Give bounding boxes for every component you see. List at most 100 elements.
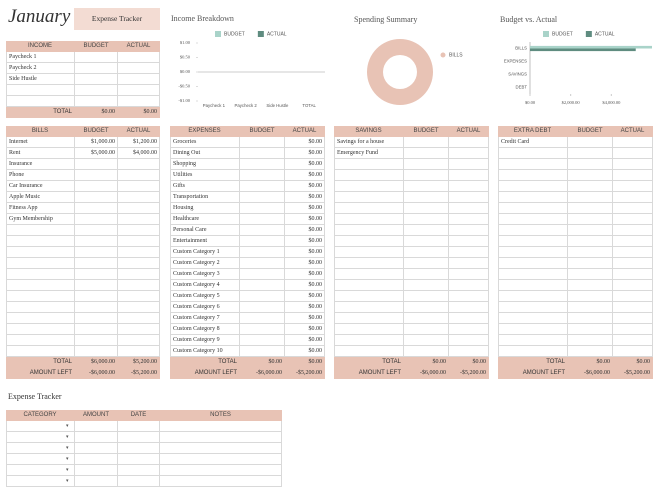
table-cell <box>498 302 568 313</box>
total-cell: TOTAL <box>6 357 75 368</box>
table-cell <box>240 181 285 192</box>
dropdown-arrow[interactable]: ▾ <box>66 446 69 451</box>
table-cell <box>613 258 653 269</box>
total-cell: $0.00 <box>118 107 160 118</box>
table-cell <box>118 269 160 280</box>
table-cell <box>334 269 404 280</box>
table-cell <box>568 258 613 269</box>
table-cell: $0.00 <box>285 159 325 170</box>
table-cell <box>334 324 404 335</box>
pie-slice <box>367 39 433 105</box>
dropdown-arrow[interactable]: ▾ <box>66 468 69 473</box>
table-cell <box>118 421 160 432</box>
table-cell: Custom Category 8 <box>170 324 240 335</box>
y-tick-label: SAVINGS <box>508 72 527 77</box>
dropdown-arrow[interactable]: ▾ <box>66 435 69 440</box>
table-cell <box>334 280 404 291</box>
table-cell <box>75 443 118 454</box>
table-cell: Paycheck 2 <box>6 63 75 74</box>
x-tick-label: Paycheck 2 <box>235 103 258 108</box>
dropdown-arrow[interactable]: ▾ <box>66 457 69 462</box>
table-cell <box>568 148 613 159</box>
table-cell <box>449 313 489 324</box>
table-cell: Apple Music <box>6 192 75 203</box>
table-cell <box>613 324 653 335</box>
table-cell <box>404 269 449 280</box>
table-cell <box>6 346 75 357</box>
table-cell: $0.00 <box>285 335 325 346</box>
table-cell <box>118 247 160 258</box>
header-cell: ACTUAL <box>285 126 325 137</box>
table-cell <box>334 313 404 324</box>
table-cell <box>404 324 449 335</box>
table-cell <box>449 269 489 280</box>
table-cell <box>6 454 75 465</box>
table-cell: Phone <box>6 170 75 181</box>
table-cell <box>613 269 653 280</box>
table-cell <box>240 291 285 302</box>
bar <box>530 48 636 52</box>
table-cell <box>568 192 613 203</box>
table-cell <box>449 324 489 335</box>
legend-label: BUDGET <box>224 31 245 37</box>
table-cell <box>613 181 653 192</box>
table-cell <box>498 280 568 291</box>
table-cell <box>334 236 404 247</box>
table-cell <box>449 280 489 291</box>
table-cell <box>240 324 285 335</box>
table-cell <box>449 236 489 247</box>
table-cell <box>118 85 160 96</box>
table-cell <box>404 346 449 357</box>
table-cell <box>404 148 449 159</box>
table-cell: $0.00 <box>285 269 325 280</box>
table-cell <box>613 247 653 258</box>
table-cell: Savings for a house <box>334 137 404 148</box>
table-cell: $0.00 <box>285 324 325 335</box>
table-cell <box>449 148 489 159</box>
table-cell <box>240 313 285 324</box>
table-cell <box>160 432 282 443</box>
table-cell <box>240 247 285 258</box>
amount-left-cell: -$5,200.00 <box>449 368 489 379</box>
table-cell <box>118 302 160 313</box>
dropdown-arrow[interactable]: ▾ <box>66 424 69 429</box>
table-cell <box>118 225 160 236</box>
table-cell <box>449 291 489 302</box>
table-cell <box>240 335 285 346</box>
legend-label: ACTUAL <box>267 31 287 37</box>
table-cell <box>568 137 613 148</box>
table-cell: Custom Category 5 <box>170 291 240 302</box>
table-cell <box>449 203 489 214</box>
y-tick-label: EXPENSES <box>504 59 527 64</box>
table-cell <box>334 258 404 269</box>
table-cell <box>118 236 160 247</box>
table-cell <box>118 258 160 269</box>
table-cell: Custom Category 2 <box>170 258 240 269</box>
table-cell <box>118 465 160 476</box>
table-cell <box>613 346 653 357</box>
table-cell: Gym Membership <box>6 214 75 225</box>
table-cell <box>75 313 118 324</box>
table-cell: $0.00 <box>285 346 325 357</box>
table-cell <box>449 137 489 148</box>
legend-swatch <box>257 31 264 37</box>
header-cell: ACTUAL <box>449 126 489 137</box>
table-cell <box>498 159 568 170</box>
table-cell <box>568 291 613 302</box>
table-cell <box>568 170 613 181</box>
table-cell: Credit Card <box>498 137 568 148</box>
table-cell: $0.00 <box>285 291 325 302</box>
total-cell: TOTAL <box>334 357 404 368</box>
table-cell <box>613 313 653 324</box>
table-cell <box>568 159 613 170</box>
table-cell <box>498 313 568 324</box>
table-cell: $0.00 <box>285 137 325 148</box>
table-cell: $0.00 <box>285 302 325 313</box>
amount-left-cell: AMOUNT LEFT <box>6 368 75 379</box>
table-cell <box>568 324 613 335</box>
table-cell <box>568 181 613 192</box>
table-cell <box>6 432 75 443</box>
table-cell <box>118 181 160 192</box>
tracker-button[interactable]: Expense Tracker <box>74 8 160 30</box>
table-cell <box>404 335 449 346</box>
